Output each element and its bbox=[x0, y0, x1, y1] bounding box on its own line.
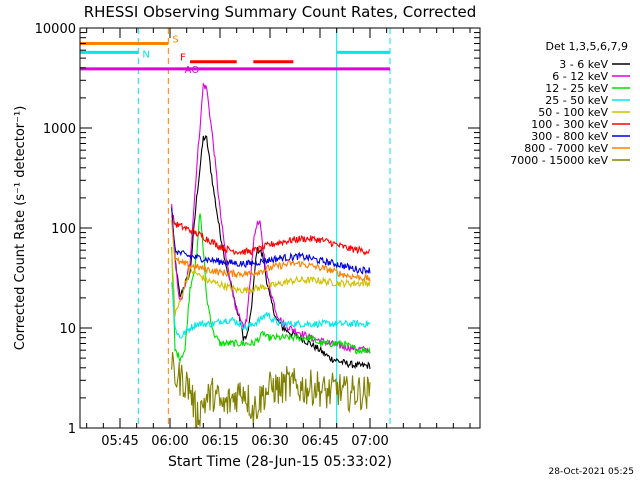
x-tick-label: 07:00 bbox=[351, 434, 388, 449]
legend-item-label: 800 - 7000 keV bbox=[524, 142, 608, 155]
axis-layer: 1 10 100 1000 10000 05:45 06:00 06:15 06:30 06:45… bbox=[35, 22, 480, 449]
series-line bbox=[171, 208, 371, 275]
legend-item-label: 3 - 6 keV bbox=[559, 58, 608, 71]
series-line bbox=[171, 214, 371, 256]
x-tick-label: 06:30 bbox=[251, 434, 288, 449]
series-line bbox=[171, 282, 371, 339]
x-tick-label: 05:45 bbox=[101, 434, 138, 449]
state-label-ao: AO bbox=[185, 65, 200, 76]
state-and-marker-layer: S N FAO bbox=[79, 28, 391, 428]
y-axis-label: Corrected Count Rate (s⁻¹ detector⁻¹) bbox=[13, 106, 28, 351]
state-label-n: N bbox=[142, 49, 149, 60]
x-tick-label: 06:15 bbox=[201, 434, 238, 449]
x-tick-label: 06:45 bbox=[301, 434, 338, 449]
legend-item-label: 100 - 300 keV bbox=[531, 118, 608, 131]
legend-item-label: 50 - 100 keV bbox=[538, 106, 608, 119]
x-axis-label: Start Time (28-Jun-15 05:33:02) bbox=[168, 454, 392, 470]
state-label-s: S bbox=[172, 34, 178, 45]
y-tick-label: 10 bbox=[59, 322, 76, 337]
legend-item-label: 12 - 25 keV bbox=[545, 82, 608, 95]
y-tick-label: 100 bbox=[51, 222, 76, 237]
footer-date: 28-Oct-2021 05:25 bbox=[549, 467, 634, 477]
legend-item-label: 7000 - 15000 keV bbox=[510, 154, 608, 167]
series-line bbox=[171, 82, 371, 354]
series-line bbox=[171, 249, 371, 317]
y-tick-label: 10000 bbox=[35, 22, 76, 37]
x-tick-label: 06:00 bbox=[151, 434, 188, 449]
legend-title: Det 1,3,5,6,7,9 bbox=[545, 40, 628, 53]
series-line bbox=[171, 351, 371, 428]
y-tick-label: 1 bbox=[68, 422, 76, 437]
plot-frame bbox=[79, 27, 481, 429]
y-tick-label: 1000 bbox=[43, 122, 76, 137]
series-line bbox=[171, 134, 371, 370]
series-line bbox=[171, 220, 371, 282]
state-label-f: F bbox=[180, 53, 186, 64]
legend-item-label: 6 - 12 keV bbox=[552, 70, 608, 83]
series-layer bbox=[171, 82, 371, 428]
legend-item-label: 300 - 800 keV bbox=[531, 130, 608, 143]
chart-title: RHESSI Observing Summary Count Rates, Co… bbox=[84, 3, 477, 21]
legend-item-label: 25 - 50 keV bbox=[545, 94, 608, 107]
